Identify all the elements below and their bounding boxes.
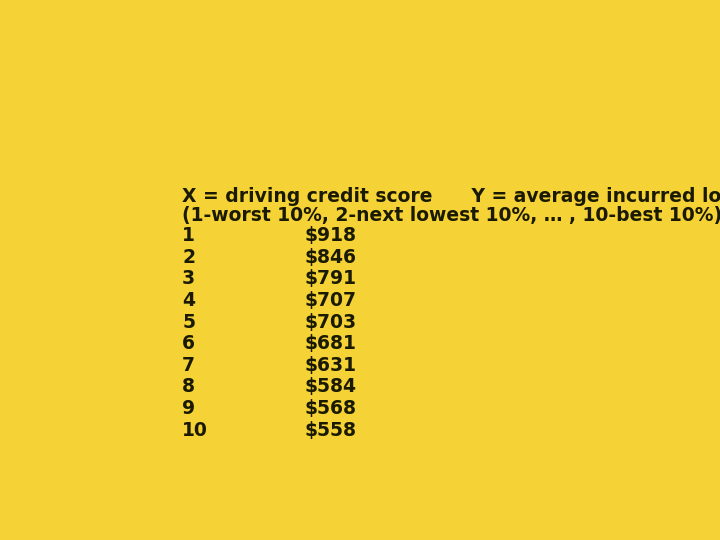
- Text: 3: 3: [182, 269, 195, 288]
- Text: $707: $707: [305, 291, 357, 310]
- Text: 1: 1: [182, 226, 195, 245]
- Text: $631: $631: [305, 356, 357, 375]
- Text: 5: 5: [182, 313, 195, 332]
- Text: 2: 2: [182, 248, 195, 267]
- Text: $703: $703: [305, 313, 357, 332]
- Text: 8: 8: [182, 377, 195, 396]
- Text: (1-worst 10%, 2-next lowest 10%, … , 10-best 10%): (1-worst 10%, 2-next lowest 10%, … , 10-…: [182, 206, 720, 225]
- Text: 4: 4: [182, 291, 195, 310]
- Text: $918: $918: [305, 226, 357, 245]
- Text: 6: 6: [182, 334, 195, 353]
- Text: $568: $568: [305, 399, 357, 418]
- Text: $681: $681: [305, 334, 356, 353]
- Text: $584: $584: [305, 377, 357, 396]
- Text: $846: $846: [305, 248, 357, 267]
- Text: $558: $558: [305, 421, 357, 440]
- Text: $791: $791: [305, 269, 357, 288]
- Text: X = driving credit score      Y = average incurred loss per policy: X = driving credit score Y = average inc…: [182, 187, 720, 206]
- Text: 7: 7: [182, 356, 195, 375]
- Text: 10: 10: [182, 421, 208, 440]
- Text: 9: 9: [182, 399, 195, 418]
